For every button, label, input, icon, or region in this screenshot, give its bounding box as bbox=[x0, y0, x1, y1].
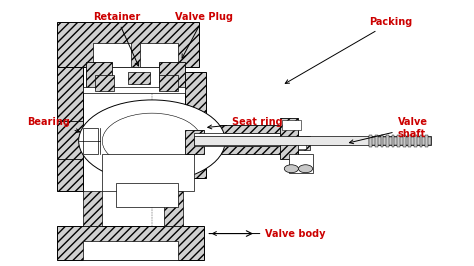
Bar bbox=[194, 125, 299, 133]
Bar bbox=[369, 137, 431, 145]
Bar bbox=[280, 118, 299, 159]
Bar bbox=[282, 120, 301, 130]
Bar bbox=[185, 130, 204, 154]
Bar bbox=[397, 135, 400, 147]
Bar bbox=[83, 242, 178, 260]
Bar bbox=[57, 226, 204, 260]
Bar bbox=[112, 67, 159, 88]
Bar bbox=[93, 43, 131, 67]
Bar bbox=[83, 128, 98, 154]
Bar bbox=[419, 135, 422, 147]
Circle shape bbox=[102, 113, 201, 169]
Bar bbox=[375, 135, 378, 147]
Circle shape bbox=[79, 100, 225, 182]
Bar bbox=[57, 67, 83, 191]
Bar bbox=[194, 136, 431, 145]
Circle shape bbox=[284, 165, 299, 173]
Bar bbox=[57, 22, 199, 67]
Bar bbox=[164, 191, 182, 226]
Bar bbox=[86, 61, 112, 88]
Bar bbox=[140, 43, 178, 67]
Bar bbox=[185, 72, 206, 178]
Bar bbox=[381, 135, 383, 147]
Bar bbox=[102, 154, 194, 191]
Text: Bearing: Bearing bbox=[27, 117, 80, 133]
Bar bbox=[159, 61, 185, 88]
Bar bbox=[299, 138, 306, 149]
Text: Valve body: Valve body bbox=[212, 228, 326, 239]
Bar bbox=[194, 133, 299, 146]
Bar bbox=[414, 135, 417, 147]
Bar bbox=[386, 135, 389, 147]
Bar bbox=[57, 121, 83, 159]
Bar bbox=[128, 72, 150, 84]
Bar bbox=[95, 75, 114, 91]
Text: Retainer: Retainer bbox=[93, 12, 140, 66]
Text: Valve Plug: Valve Plug bbox=[175, 12, 233, 58]
Bar bbox=[117, 183, 178, 207]
Bar bbox=[289, 154, 313, 173]
Text: Seat ring: Seat ring bbox=[208, 117, 283, 129]
Bar bbox=[425, 135, 428, 147]
Bar bbox=[83, 191, 102, 226]
Circle shape bbox=[299, 165, 313, 173]
Bar bbox=[409, 135, 411, 147]
Bar bbox=[403, 135, 406, 147]
Bar bbox=[392, 135, 394, 147]
Bar bbox=[194, 146, 299, 154]
Text: Packing: Packing bbox=[285, 17, 412, 84]
Bar bbox=[159, 75, 178, 91]
Bar bbox=[299, 136, 310, 150]
Bar bbox=[369, 135, 372, 147]
Text: Valve
shaft: Valve shaft bbox=[349, 117, 428, 144]
Bar bbox=[83, 87, 185, 93]
